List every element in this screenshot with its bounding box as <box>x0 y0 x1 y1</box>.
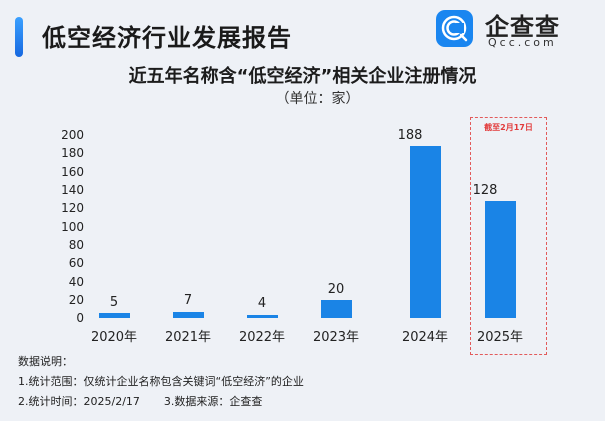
bar-value: 7 <box>183 293 193 308</box>
x-label: 2023年 <box>312 330 360 345</box>
y-tick: 80 <box>68 238 84 252</box>
logo-name-cn: 企查查 <box>485 13 560 41</box>
y-tick: 160 <box>61 165 84 179</box>
data-notes: 数据说明： 1.统计范围：仅统计企业名称包含关键词“低空经济”的企业 2.统计时… <box>18 354 304 414</box>
bar-value: 20 <box>327 282 345 297</box>
x-label: 2020年 <box>90 330 138 345</box>
y-tick: 0 <box>76 311 84 325</box>
bar-value: 128 <box>472 183 498 198</box>
y-tick: 40 <box>68 275 84 289</box>
highlight-box-2025 <box>470 117 547 355</box>
bar <box>173 312 204 318</box>
y-tick: 180 <box>61 146 84 160</box>
y-tick: 60 <box>68 256 84 270</box>
bar-value: 4 <box>257 296 267 311</box>
bar-value: 188 <box>397 128 423 143</box>
y-tick: 140 <box>61 183 84 197</box>
y-tick: 20 <box>68 293 84 307</box>
notes-time-source: 2.统计时间：2025/2/17 3.数据来源：企查查 <box>18 394 304 414</box>
x-label: 2021年 <box>164 330 212 345</box>
x-label: 2025年 <box>476 330 524 345</box>
notes-time: 2.统计时间：2025/2/17 <box>18 395 140 408</box>
highlight-label: 截至2月17日 <box>484 123 533 132</box>
qcc-logo-icon <box>436 10 473 47</box>
notes-heading: 数据说明： <box>18 355 73 368</box>
bar <box>247 315 278 318</box>
title-accent-bar <box>15 17 23 57</box>
y-tick: 120 <box>61 201 84 215</box>
notes-source: 3.数据来源：企查查 <box>163 395 263 408</box>
x-label: 2024年 <box>401 330 449 345</box>
bar <box>321 300 352 318</box>
bar <box>485 201 516 318</box>
y-tick: 100 <box>61 220 84 234</box>
bar-value: 5 <box>109 295 119 310</box>
logo-name-en: Qcc.com <box>488 36 557 49</box>
x-label: 2022年 <box>238 330 286 345</box>
report-title: 低空经济行业发展报告 <box>42 24 292 52</box>
notes-scope: 1.统计范围：仅统计企业名称包含关键词“低空经济”的企业 <box>18 375 304 388</box>
bar <box>99 313 130 318</box>
chart-title: 近五年名称含“低空经济”相关企业注册情况 <box>128 66 477 87</box>
chart-unit: （单位：家） <box>275 91 360 107</box>
bar <box>410 146 441 318</box>
y-tick: 200 <box>61 128 84 142</box>
